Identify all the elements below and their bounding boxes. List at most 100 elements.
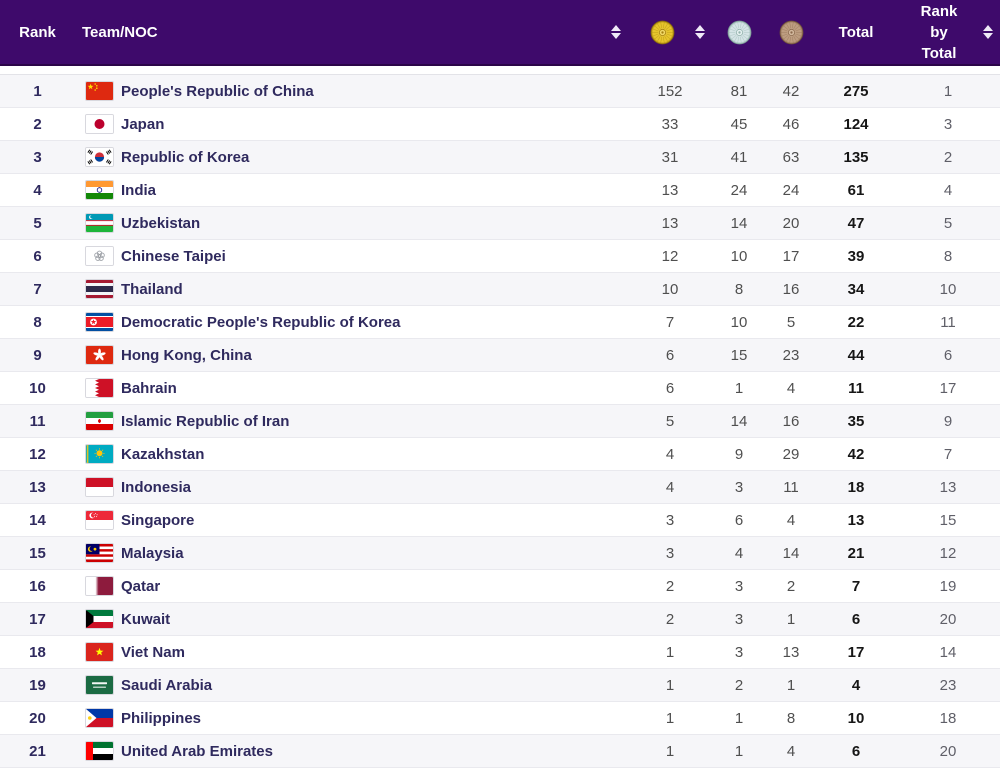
flag-icon-tha	[85, 279, 114, 299]
silver-count: 10	[730, 247, 748, 265]
bronze-count-cell: 46	[766, 108, 816, 140]
rank-by-total-cell: 13	[896, 471, 1000, 503]
team-cell: Malaysia	[75, 537, 628, 569]
header-team-noc[interactable]: Team/NOC	[75, 0, 628, 64]
team-cell: Indonesia	[75, 471, 628, 503]
rank-value: 2	[33, 115, 42, 133]
rank-cell: 5	[0, 207, 75, 239]
silver-medal-icon	[727, 20, 752, 45]
rank-by-total-cell: 8	[896, 240, 1000, 272]
total-count: 13	[847, 511, 865, 529]
gold-count: 2	[665, 610, 675, 628]
rank-cell: 9	[0, 339, 75, 371]
team-cell: Qatar	[75, 570, 628, 602]
team-name: Uzbekistan	[121, 214, 201, 232]
bronze-count: 63	[782, 148, 800, 166]
rank-by-total-cell: 20	[896, 735, 1000, 767]
table-row: 6 Chinese Taipei 12 10 17 39 8	[0, 240, 1000, 273]
team-name: Malaysia	[121, 544, 184, 562]
silver-count: 9	[734, 445, 744, 463]
team-cell: Viet Nam	[75, 636, 628, 668]
rank-cell: 13	[0, 471, 75, 503]
table-header: Rank Team/NOC Total Rank by Total	[0, 0, 1000, 66]
bronze-count: 1	[786, 610, 796, 628]
bronze-count: 42	[782, 82, 800, 100]
rank-by-total-value: 17	[939, 379, 957, 397]
silver-count-cell: 1	[712, 372, 766, 404]
bronze-count-cell: 63	[766, 141, 816, 173]
rank-by-total-value: 10	[939, 280, 957, 298]
team-name: Republic of Korea	[121, 148, 250, 166]
rank-value: 19	[29, 676, 46, 694]
gold-count: 6	[665, 379, 675, 397]
rank-by-total-cell: 23	[896, 669, 1000, 701]
rank-by-total-value: 12	[939, 544, 957, 562]
total-cell: 6	[816, 735, 896, 767]
bronze-count-cell: 2	[766, 570, 816, 602]
header-rank[interactable]: Rank	[0, 0, 75, 64]
rank-by-total-value: 9	[943, 412, 953, 430]
total-count: 4	[851, 676, 861, 694]
sort-icon[interactable]	[983, 25, 993, 39]
total-cell: 42	[816, 438, 896, 470]
header-rank-by-total[interactable]: Rank by Total	[896, 0, 1000, 64]
bronze-count: 46	[782, 115, 800, 133]
team-cell: Uzbekistan	[75, 207, 628, 239]
total-count: 17	[847, 643, 865, 661]
silver-count-cell: 10	[712, 306, 766, 338]
header-total[interactable]: Total	[816, 0, 896, 64]
table-row: 9 Hong Kong, China 6 15 23 44 6	[0, 339, 1000, 372]
total-cell: 21	[816, 537, 896, 569]
gold-count: 3	[665, 511, 675, 529]
silver-count: 1	[734, 709, 744, 727]
bronze-count-cell: 29	[766, 438, 816, 470]
total-cell: 135	[816, 141, 896, 173]
team-cell: Thailand	[75, 273, 628, 305]
silver-count: 1	[734, 379, 744, 397]
bronze-count-cell: 4	[766, 735, 816, 767]
total-cell: 10	[816, 702, 896, 734]
gold-count: 1	[665, 676, 675, 694]
bronze-count: 8	[786, 709, 796, 727]
rank-value: 8	[33, 313, 42, 331]
sort-icon[interactable]	[611, 25, 621, 39]
gold-count-cell: 5	[628, 405, 712, 437]
team-cell: Democratic People's Republic of Korea	[75, 306, 628, 338]
team-name: Bahrain	[121, 379, 177, 397]
table-row: 4 India 13 24 24 61 4	[0, 174, 1000, 207]
gold-count-cell: 12	[628, 240, 712, 272]
gold-count-cell: 13	[628, 207, 712, 239]
rank-cell: 16	[0, 570, 75, 602]
team-cell: Philippines	[75, 702, 628, 734]
team-name: Hong Kong, China	[121, 346, 252, 364]
header-bronze[interactable]	[766, 0, 816, 64]
table-row: 2 Japan 33 45 46 124 3	[0, 108, 1000, 141]
team-name: Qatar	[121, 577, 161, 595]
sort-icon[interactable]	[695, 25, 705, 39]
table-row: 12 Kazakhstan 4 9 29 42 7	[0, 438, 1000, 471]
bronze-count: 2	[786, 577, 796, 595]
flag-icon-sau	[85, 675, 114, 695]
total-cell: 34	[816, 273, 896, 305]
silver-count: 3	[734, 577, 744, 595]
rank-value: 1	[33, 82, 42, 100]
rank-by-total-value: 2	[943, 148, 953, 166]
header-gold[interactable]	[628, 0, 712, 64]
rank-value: 11	[29, 412, 46, 430]
table-row: 16 Qatar 2 3 2 7 19	[0, 570, 1000, 603]
bronze-count: 13	[782, 643, 800, 661]
rank-cell: 11	[0, 405, 75, 437]
gold-count: 1	[665, 709, 675, 727]
silver-count: 14	[730, 412, 748, 430]
rank-by-total-cell: 10	[896, 273, 1000, 305]
total-cell: 39	[816, 240, 896, 272]
rank-cell: 7	[0, 273, 75, 305]
flag-icon-kor	[85, 147, 114, 167]
header-silver[interactable]	[712, 0, 766, 64]
silver-count: 6	[734, 511, 744, 529]
rank-value: 5	[33, 214, 42, 232]
gold-count: 31	[661, 148, 679, 166]
gold-count: 1	[665, 643, 675, 661]
table-row: 3 Republic of Korea 31 41 63 135 2	[0, 141, 1000, 174]
gold-count-cell: 3	[628, 537, 712, 569]
